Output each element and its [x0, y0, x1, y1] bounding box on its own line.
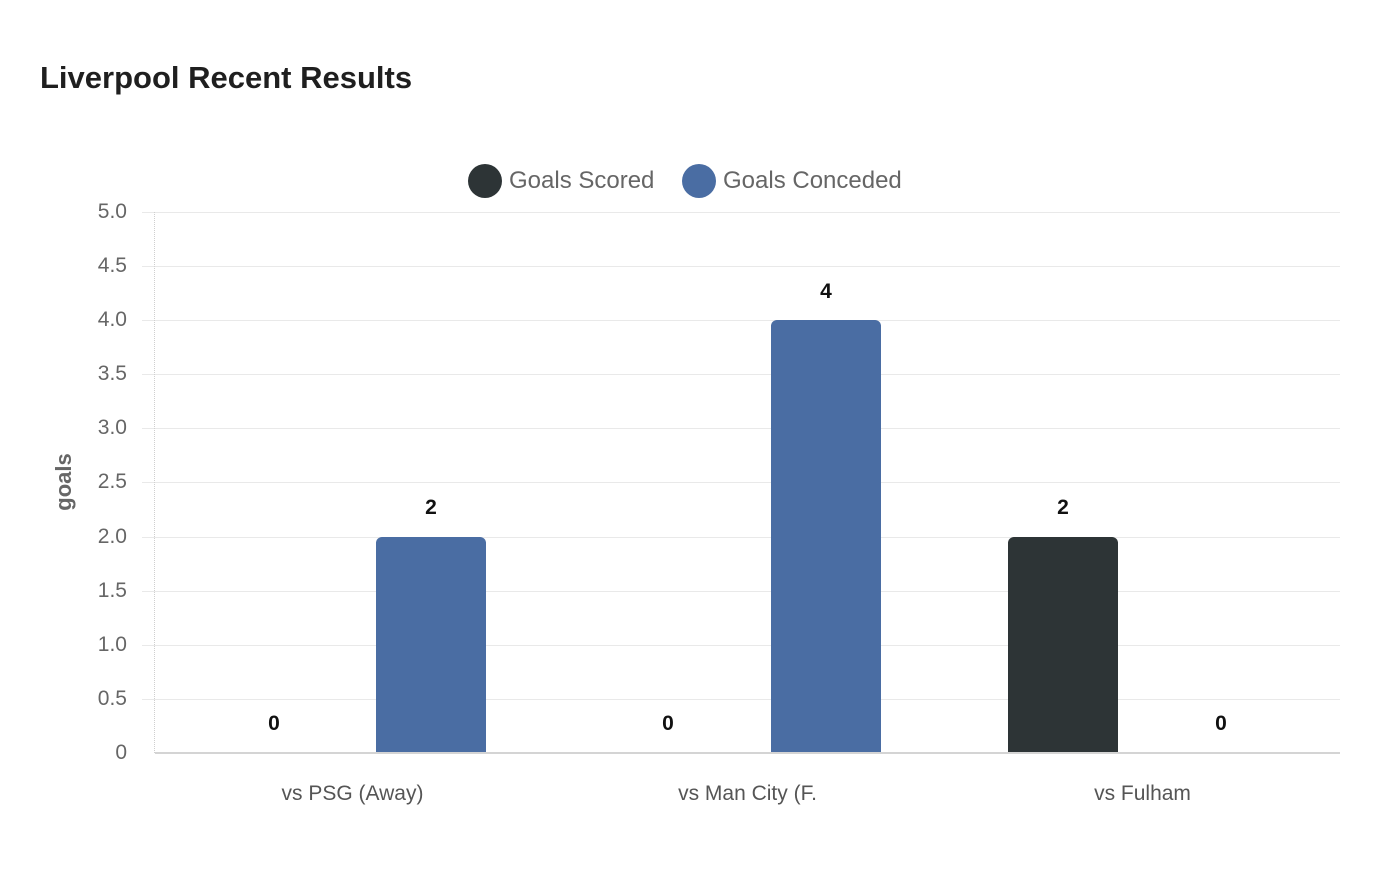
y-axis-label: goals [51, 453, 76, 511]
gridline [142, 320, 1340, 321]
y-tick-label: 4.0 [97, 308, 127, 331]
legend-item-goals-conceded[interactable]: Goals Conceded [682, 162, 902, 200]
legend-swatch-scored-icon [468, 164, 502, 198]
legend-label: Goals Scored [509, 167, 655, 194]
y-axis-line [154, 212, 156, 753]
bar-value-label: 2 [1057, 496, 1069, 519]
x-tick-label: vs PSG (Away) [281, 782, 424, 805]
gridline [142, 699, 1340, 700]
gridline [142, 537, 1340, 538]
legend-label: Goals Conceded [723, 167, 902, 194]
gridline [142, 591, 1340, 592]
bar-value-label: 0 [1215, 712, 1227, 735]
y-tick-label: 0 [115, 741, 127, 764]
y-tick-label: 2.0 [97, 525, 127, 548]
bar-value-label: 2 [425, 496, 437, 519]
bar-goals-scored-fulham[interactable] [1008, 537, 1118, 753]
y-tick-label: 3.5 [97, 362, 127, 385]
chart-legend: Goals Scored Goals Conceded [0, 162, 1400, 200]
legend-item-goals-scored[interactable]: Goals Scored [468, 162, 654, 200]
x-tick-label: vs Man City (F. [678, 782, 817, 805]
y-tick-label: 2.5 [97, 470, 127, 493]
y-tick-label: 3.0 [97, 416, 127, 439]
y-tick-label: 4.5 [97, 254, 127, 277]
gridline [142, 428, 1340, 429]
x-axis-line [155, 752, 1340, 754]
bar-value-label: 0 [662, 712, 674, 735]
legend-swatch-conceded-icon [682, 164, 716, 198]
y-tick-label: 5.0 [97, 200, 127, 223]
bar-value-label: 4 [820, 280, 832, 303]
bar-goals-conceded-man-city[interactable] [771, 320, 881, 753]
gridline [142, 645, 1340, 646]
gridline [142, 374, 1340, 375]
chart-title: Liverpool Recent Results [40, 60, 413, 95]
gridline [142, 266, 1340, 267]
gridline [142, 212, 1340, 213]
y-tick-label: 1.0 [97, 633, 127, 656]
x-tick-label: vs Fulham [1094, 782, 1191, 805]
bar-goals-conceded-psg[interactable] [376, 537, 486, 753]
y-tick-label: 1.5 [97, 579, 127, 602]
y-tick-label: 0.5 [97, 687, 127, 710]
bar-value-label: 0 [268, 712, 280, 735]
gridline [142, 482, 1340, 483]
